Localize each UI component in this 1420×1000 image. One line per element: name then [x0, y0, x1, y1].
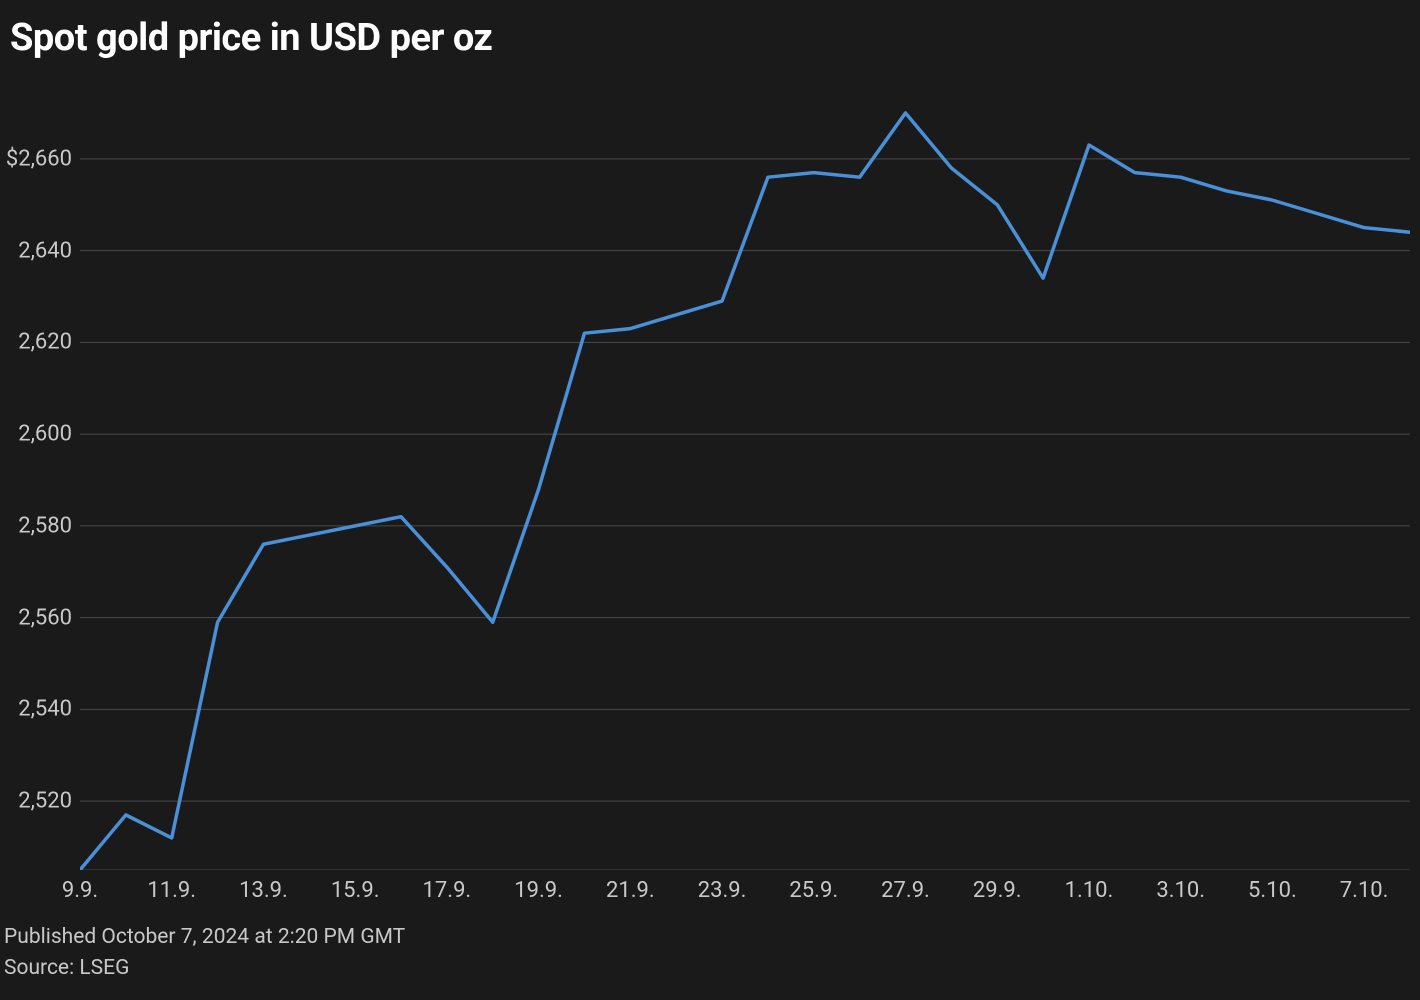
published-line: Published October 7, 2024 at 2:20 PM GMT: [4, 923, 405, 951]
x-tick-label: 3.10.: [1156, 878, 1205, 903]
y-tick-label: 2,520: [18, 789, 72, 814]
x-tick-label: 7.10.: [1340, 878, 1389, 903]
chart-title: Spot gold price in USD per oz: [10, 16, 492, 60]
y-tick-label: 2,540: [18, 697, 72, 722]
chart-container: Spot gold price in USD per oz $2,660 2,64…: [0, 0, 1420, 1000]
x-tick-label: 11.9.: [147, 878, 196, 903]
y-tick-label: $2,660: [6, 146, 72, 171]
y-tick-label: 2,560: [18, 605, 72, 630]
x-tick-label: 1.10.: [1065, 878, 1114, 903]
y-tick-label: 2,640: [18, 238, 72, 263]
x-tick-label: 5.10.: [1248, 878, 1297, 903]
price-line: [80, 113, 1410, 870]
plot-area: [80, 90, 1410, 870]
x-tick-label: 9.9.: [62, 878, 98, 903]
x-tick-label: 17.9.: [423, 878, 472, 903]
x-tick-label: 21.9.: [606, 878, 655, 903]
line-chart-svg: [80, 90, 1410, 870]
chart-footer: Published October 7, 2024 at 2:20 PM GMT…: [4, 923, 405, 982]
y-tick-label: 2,580: [18, 513, 72, 538]
x-tick-label: 25.9.: [789, 878, 838, 903]
y-tick-label: 2,620: [18, 330, 72, 355]
x-tick-label: 19.9.: [514, 878, 563, 903]
x-tick-label: 13.9.: [239, 878, 288, 903]
x-tick-label: 29.9.: [973, 878, 1022, 903]
y-tick-label: 2,600: [18, 422, 72, 447]
x-tick-label: 15.9.: [331, 878, 380, 903]
source-line: Source: LSEG: [4, 954, 405, 982]
x-tick-label: 23.9.: [698, 878, 747, 903]
x-tick-label: 27.9.: [881, 878, 930, 903]
